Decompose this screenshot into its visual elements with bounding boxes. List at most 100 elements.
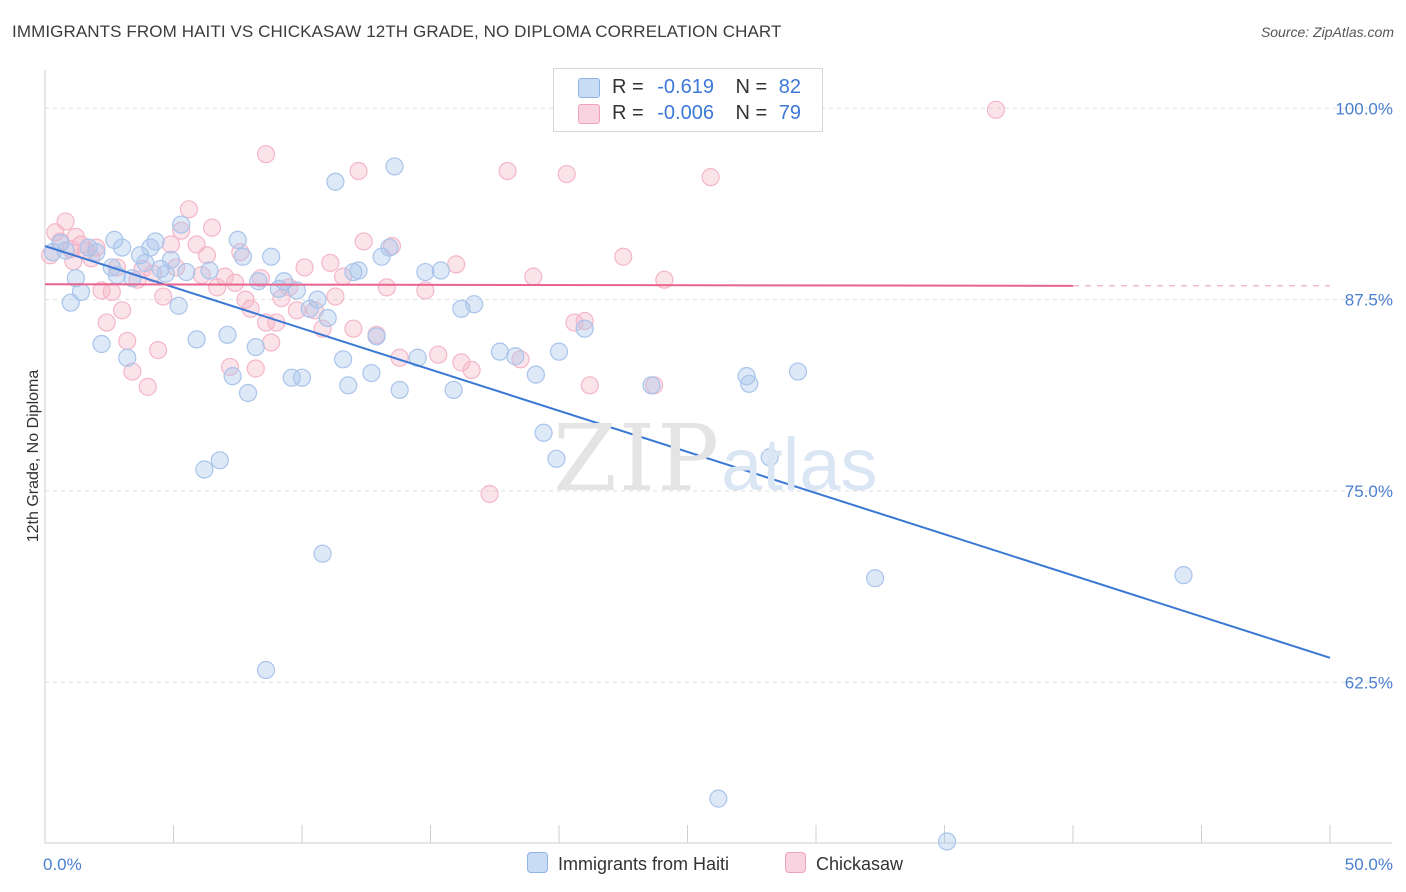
chickasaw-point-22 bbox=[148, 341, 168, 360]
chickasaw-point-15 bbox=[112, 301, 132, 320]
chickasaw-point-14 bbox=[107, 258, 127, 277]
haiti-point-33 bbox=[238, 383, 258, 403]
chickasaw-point-42 bbox=[262, 333, 281, 352]
haiti-point-34 bbox=[246, 337, 265, 357]
chickasaw-point-66 bbox=[498, 161, 517, 181]
haiti-point-13 bbox=[118, 348, 137, 367]
haiti-point-25 bbox=[187, 330, 206, 349]
haiti-point-51 bbox=[349, 261, 368, 280]
chickasaw-point-69 bbox=[557, 164, 576, 184]
haiti-point-8 bbox=[92, 334, 111, 354]
chickasaw-point-41 bbox=[256, 145, 276, 164]
haiti-point-30 bbox=[223, 367, 242, 386]
watermark-zip: ZIP bbox=[553, 405, 722, 512]
haiti-point-21 bbox=[161, 250, 181, 269]
haiti-point-55 bbox=[380, 238, 399, 257]
chickasaw-point-39 bbox=[246, 359, 265, 378]
chickasaw-point-16 bbox=[118, 331, 137, 351]
haiti-point-23 bbox=[172, 215, 191, 234]
haiti-point-78 bbox=[937, 832, 957, 851]
haiti-point-16 bbox=[136, 253, 155, 272]
r-value: -0.619 bbox=[657, 76, 714, 98]
chickasaw-point-67 bbox=[511, 350, 530, 369]
haiti-point-69 bbox=[549, 342, 569, 361]
chickasaw-point-57 bbox=[377, 278, 396, 297]
bottom-legend-label-haiti: Immigrants from Haiti bbox=[558, 854, 730, 874]
y-tick-label-2: 75.0% bbox=[1345, 482, 1393, 501]
r-label: R = bbox=[612, 76, 644, 98]
chickasaw-point-76 bbox=[986, 100, 1006, 119]
correlation-legend: R = -0.619 N = 82 R = -0.006 N = 79 bbox=[553, 68, 823, 132]
watermark-atlas: atlas bbox=[721, 423, 878, 506]
y-axis-tick-labels: 100.0% 87.5% 75.0% 62.5% bbox=[1335, 99, 1393, 692]
haiti-point-61 bbox=[444, 380, 463, 400]
n-value: 82 bbox=[778, 76, 802, 98]
haiti-point-67 bbox=[534, 423, 553, 442]
haiti-point-31 bbox=[228, 230, 247, 250]
haiti-point-68 bbox=[547, 449, 566, 468]
haiti-point-71 bbox=[642, 376, 661, 395]
chickasaw-point-64 bbox=[462, 360, 481, 380]
chickasaw-point-77 bbox=[565, 313, 584, 332]
axes bbox=[44, 70, 1392, 844]
x-axis-ticks bbox=[44, 825, 1331, 843]
haiti-point-48 bbox=[334, 350, 353, 369]
y-axis-label: 12th Grade, No Diploma bbox=[25, 370, 42, 543]
haiti-point-41 bbox=[287, 281, 306, 300]
x-axis-tick-labels: 0.0% 50.0% bbox=[43, 855, 1393, 874]
chickasaw-point-20 bbox=[138, 377, 157, 396]
r-label: R = bbox=[612, 102, 644, 124]
y-tick-label-1: 87.5% bbox=[1345, 291, 1393, 310]
haiti-point-74 bbox=[740, 374, 759, 393]
x-tick-label-1: 50.0% bbox=[1345, 855, 1393, 874]
haiti-trend-line bbox=[44, 245, 1331, 659]
chickasaw-point-13 bbox=[102, 282, 121, 302]
y-tick-label-0: 100.0% bbox=[1335, 99, 1393, 118]
chickasaw-point-3 bbox=[56, 212, 75, 231]
chickasaw-point-60 bbox=[416, 281, 435, 300]
chickasaw-point-17 bbox=[123, 362, 142, 381]
haiti-point-79 bbox=[1174, 566, 1193, 585]
chickasaw-point-40 bbox=[251, 269, 270, 288]
chickasaw-point-26 bbox=[172, 221, 191, 240]
haiti-point-37 bbox=[262, 247, 281, 266]
bottom-legend-label-chickasaw: Chickasaw bbox=[816, 854, 904, 874]
chickasaw-point-30 bbox=[197, 246, 217, 265]
chickasaw-point-47 bbox=[295, 258, 314, 277]
haiti-point-5 bbox=[71, 282, 91, 302]
haiti-point-24 bbox=[177, 262, 196, 282]
watermark: ZIPatlas bbox=[553, 405, 877, 512]
chickasaw-point-23 bbox=[154, 287, 173, 306]
haiti-point-77 bbox=[866, 569, 885, 588]
chickasaw-point-72 bbox=[614, 247, 633, 266]
haiti-point-35 bbox=[249, 272, 268, 291]
trend-lines bbox=[44, 245, 1331, 659]
chickasaw-point-24 bbox=[161, 235, 181, 254]
n-label: N = bbox=[735, 76, 768, 98]
data-points bbox=[41, 100, 1193, 851]
haiti-point-28 bbox=[210, 451, 229, 470]
haiti-point-10 bbox=[105, 230, 124, 250]
haiti-point-45 bbox=[313, 544, 332, 563]
haiti-point-14 bbox=[123, 269, 142, 288]
chickasaw-point-54 bbox=[349, 161, 368, 181]
bottom-legend-swatch-chickasaw bbox=[785, 852, 806, 873]
chickasaw-point-61 bbox=[429, 345, 448, 364]
chart-title: IMMIGRANTS FROM HAITI VS CHICKASAW 12TH … bbox=[12, 22, 782, 41]
n-value: 79 bbox=[778, 102, 802, 124]
x-tick-label-0: 0.0% bbox=[43, 855, 82, 874]
haiti-point-29 bbox=[218, 325, 237, 344]
haiti-point-66 bbox=[526, 365, 545, 384]
chickasaw-point-10 bbox=[87, 238, 106, 257]
chickasaw-point-35 bbox=[226, 273, 245, 292]
bottom-legend-swatch-haiti bbox=[527, 852, 548, 873]
haiti-point-44 bbox=[308, 290, 327, 309]
legend-text-chickasaw: R = -0.006 N = 79 bbox=[612, 102, 801, 125]
chickasaw-point-31 bbox=[202, 218, 222, 237]
chickasaw-point-75 bbox=[701, 168, 720, 187]
chickasaw-point-37 bbox=[236, 290, 255, 309]
legend-swatch-chickasaw bbox=[578, 104, 600, 124]
haiti-point-65 bbox=[506, 347, 525, 366]
legend-swatch-haiti bbox=[578, 78, 600, 98]
